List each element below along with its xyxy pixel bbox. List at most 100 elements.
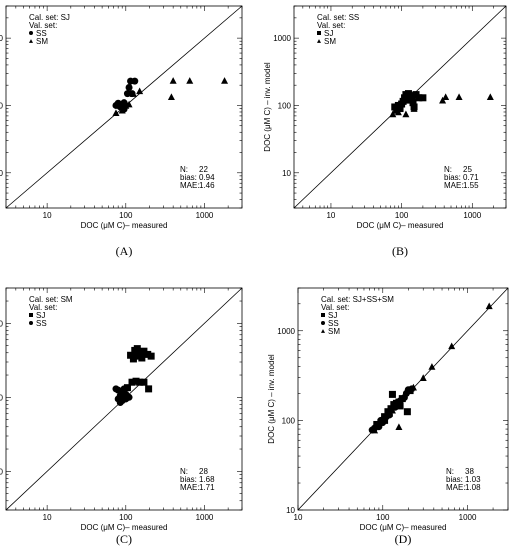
data-point [140,347,148,355]
panel-label: (B) [392,244,408,258]
data-point [409,99,417,107]
legend-marker [321,313,325,317]
data-point [395,423,403,431]
data-point [125,83,133,91]
data-point [120,385,128,393]
data-point [132,377,140,385]
stat-value: 22 [199,165,208,174]
panel-b: 10 100 1000 10 100 1000 DOC (μM C)– measured DO… [263,5,507,258]
data-point [403,408,411,416]
data-point [410,105,418,112]
stat-label: N: [444,165,452,174]
legend-entry: SS [36,319,47,328]
y-tick-label: 1000 [277,327,295,336]
stat-label: N: [180,165,188,174]
x-tick-label: 10 [43,513,52,522]
stat-value: 1.46 [199,181,215,190]
data-point [394,108,402,116]
y-tick-label: 1000 [273,34,291,43]
x-tick-label: 1000 [196,513,214,522]
stat-label: bias: [180,173,197,182]
data-point [131,77,139,85]
stat-value: 38 [465,467,474,476]
data-point [419,374,427,381]
panel-label: (A) [116,244,133,258]
data-point [125,100,133,108]
y-tick-label: 1000 [0,34,4,43]
plot-frame [5,5,243,209]
x-tick-label: 100 [376,513,390,522]
stat-label: N: [446,467,454,476]
stat-value: 1.68 [199,475,215,484]
stat-label: MAE: [446,483,466,492]
legend-subtitle: Val. set: [317,21,345,30]
data-point [129,90,137,97]
data-point [486,93,494,101]
legend-subtitle: Val. set: [29,21,57,30]
data-point [186,77,194,84]
legend-marker [317,31,321,35]
data-point [371,426,379,434]
x-tick-label: 100 [395,211,409,220]
panel-label: (D) [395,532,412,546]
legend-marker [29,321,33,325]
x-axis-label: DOC (μM C)– measured [360,523,447,532]
plot-frame [297,287,509,511]
stat-value: 1.71 [199,483,215,492]
x-tick-label: 10 [326,211,335,220]
data-point [415,94,423,102]
data-point [127,351,135,359]
legend-entry: SJ [328,311,337,320]
stat-value: 25 [463,165,472,174]
legend-entry: SS [328,319,339,328]
data-point [118,106,126,114]
panel-d: 10 100 1000 10 100 1000 DOC (μM C)– measured DO… [267,287,509,546]
data-point [221,77,229,84]
data-point [125,393,133,401]
legend-entry: SM [324,37,336,46]
x-axis-label: DOC (μM C)– measured [81,523,168,532]
y-tick-label: 100 [282,416,296,425]
legend-marker [29,31,33,35]
series-sj [391,90,427,114]
legend-subtitle: Val. set: [321,303,349,312]
data-point [128,378,136,386]
stat-label: N: [180,467,188,476]
data-point [138,354,146,362]
legend-entry: SM [328,327,340,336]
plot-frame [293,5,507,209]
data-point [169,77,177,84]
y-axis-label: DOC (μM C) – inv. model [267,354,276,444]
x-tick-label: 10 [294,513,303,522]
stat-value: 0.94 [199,173,215,182]
y-tick-label: 10 [286,506,295,515]
data-point [114,386,122,394]
y-tick-label: 10 [0,169,4,178]
data-point [388,390,396,398]
data-point [123,384,131,392]
data-point [112,109,120,117]
series-sm [389,93,494,118]
data-point [455,93,463,101]
legend-entry: SJ [324,29,333,38]
y-tick-label: 100 [0,101,4,110]
legend-title: Cal. set: SJ+SS+SM [321,295,394,304]
data-point [428,363,436,370]
stat-label: bias: [446,475,463,484]
data-point [136,87,144,95]
data-point [442,93,450,101]
data-point [402,110,410,118]
stat-value: 1.08 [465,483,481,492]
data-point [389,110,397,118]
stat-value: 1.55 [463,181,479,190]
data-point [385,409,393,417]
data-point [404,386,412,394]
data-point [387,405,395,413]
data-point [129,355,137,363]
y-tick-label: 10 [0,467,4,476]
